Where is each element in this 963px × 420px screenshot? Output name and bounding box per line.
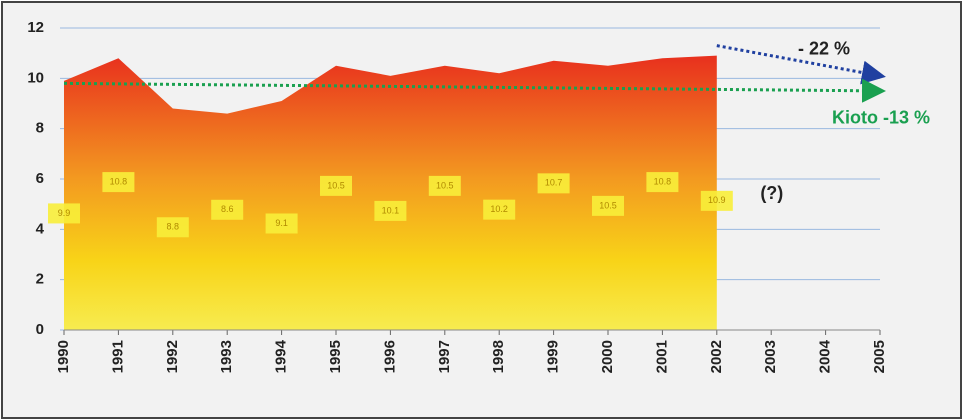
value-label: 8.6 xyxy=(221,204,234,214)
value-label: 10.5 xyxy=(436,180,454,190)
y-tick-label: 0 xyxy=(36,321,44,338)
x-tick-label: 1997 xyxy=(436,340,453,373)
x-tick-label: 2004 xyxy=(817,339,834,373)
x-tick-label: 1995 xyxy=(327,340,344,373)
value-label: 10.8 xyxy=(110,176,128,186)
annotation-arrow xyxy=(716,44,886,85)
y-tick-label: 12 xyxy=(27,19,44,36)
value-label: 9.1 xyxy=(275,218,288,228)
value-label: 8.8 xyxy=(167,222,180,232)
x-tick-label: 1990 xyxy=(55,340,72,373)
value-label-box xyxy=(211,199,244,220)
value-label-box xyxy=(483,199,516,220)
y-tick-label: 8 xyxy=(36,120,44,137)
x-tick-label: 1998 xyxy=(490,340,507,373)
value-label-box xyxy=(374,200,407,221)
area xyxy=(64,55,717,330)
x-tick-label: 2001 xyxy=(653,340,670,373)
x-tick-label: 2002 xyxy=(708,340,725,373)
value-label-box xyxy=(646,172,679,193)
value-label-box xyxy=(48,203,80,224)
value-label: 9.9 xyxy=(58,208,71,218)
x-tick-label: 1999 xyxy=(545,340,562,373)
value-label-box xyxy=(537,173,570,194)
value-label: 10.7 xyxy=(545,178,563,188)
x-tick-label: 2000 xyxy=(599,340,616,373)
y-tick-label: 2 xyxy=(36,271,44,288)
x-tick-label: 1993 xyxy=(218,340,235,373)
value-label: 10.5 xyxy=(599,200,617,210)
y-tick-label: 6 xyxy=(36,170,44,187)
annotation: Kioto -13 % xyxy=(832,108,930,128)
y-tick-label: 10 xyxy=(27,69,44,86)
annotation-arrow xyxy=(63,78,886,103)
value-label-box xyxy=(428,175,461,196)
annotation: (?) xyxy=(760,183,783,203)
y-tick-label: 4 xyxy=(36,220,45,237)
value-label: 10.8 xyxy=(654,176,672,186)
annotation: - 22 % xyxy=(798,38,850,58)
value-label-box xyxy=(265,213,298,234)
x-tick-label: 1992 xyxy=(164,340,181,373)
value-label: 10.5 xyxy=(327,180,345,190)
value-label-box xyxy=(102,172,135,193)
value-label-box xyxy=(592,195,624,216)
value-label-box xyxy=(320,175,352,196)
x-tick-label: 1996 xyxy=(381,340,398,373)
value-label: 10.9 xyxy=(708,195,726,205)
value-label-box xyxy=(156,217,189,238)
x-tick-label: 1991 xyxy=(109,340,126,373)
value-label: 10.2 xyxy=(490,204,508,214)
value-label: 10.1 xyxy=(382,205,400,215)
x-tick-label: 2005 xyxy=(871,340,888,373)
x-tick-label: 2003 xyxy=(762,340,779,373)
value-label-box xyxy=(700,190,733,211)
x-tick-label: 1994 xyxy=(273,339,290,373)
